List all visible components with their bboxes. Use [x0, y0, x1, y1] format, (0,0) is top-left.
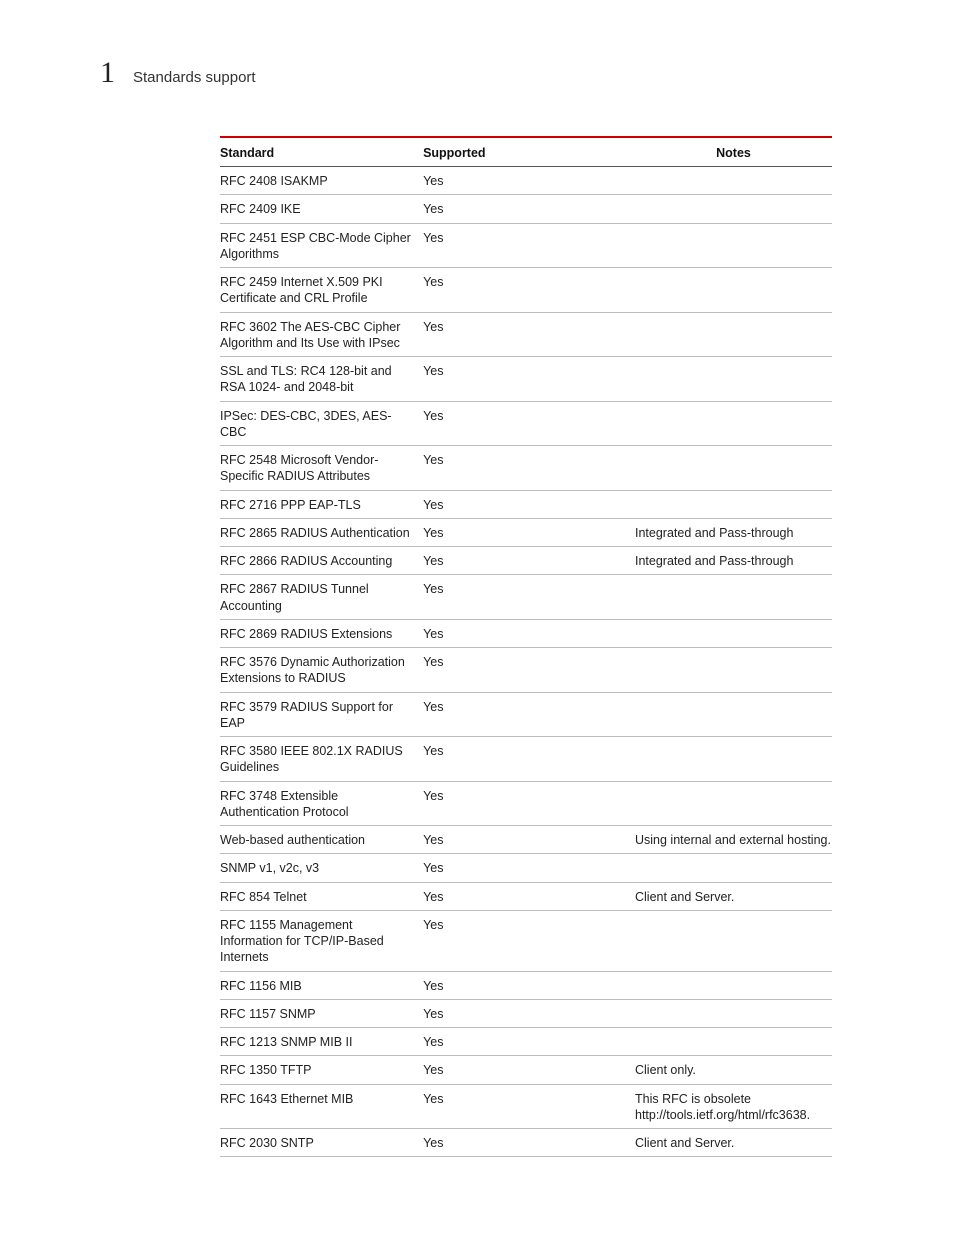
- table-row: SSL and TLS: RC4 128-bit and RSA 1024- a…: [220, 357, 832, 402]
- cell-standard: RFC 1155 Management Information for TCP/…: [220, 917, 423, 966]
- table-row: RFC 854 TelnetYesClient and Server.: [220, 883, 832, 911]
- cell-standard: RFC 2030 SNTP: [220, 1135, 423, 1151]
- cell-supported: Yes: [423, 319, 635, 335]
- cell-notes: Integrated and Pass-through: [635, 525, 832, 541]
- cell-supported: Yes: [423, 1006, 635, 1022]
- cell-supported: Yes: [423, 1135, 635, 1151]
- cell-standard: RFC 2867 RADIUS Tunnel Accounting: [220, 581, 423, 614]
- cell-supported: Yes: [423, 788, 635, 804]
- table-row: RFC 2866 RADIUS AccountingYesIntegrated …: [220, 547, 832, 575]
- table-row: RFC 3580 IEEE 802.1X RADIUS GuidelinesYe…: [220, 737, 832, 782]
- cell-standard: RFC 1643 Ethernet MIB: [220, 1091, 423, 1107]
- table-row: RFC 2865 RADIUS AuthenticationYesIntegra…: [220, 519, 832, 547]
- cell-supported: Yes: [423, 230, 635, 246]
- cell-supported: Yes: [423, 1034, 635, 1050]
- table-row: RFC 2867 RADIUS Tunnel AccountingYes: [220, 575, 832, 620]
- cell-standard: RFC 1350 TFTP: [220, 1062, 423, 1078]
- table-row: RFC 1157 SNMPYes: [220, 1000, 832, 1028]
- table-row: RFC 3748 Extensible Authentication Proto…: [220, 782, 832, 827]
- table-row: RFC 1643 Ethernet MIBYesThis RFC is obso…: [220, 1085, 832, 1130]
- table-row: RFC 3602 The AES-CBC Cipher Algorithm an…: [220, 313, 832, 358]
- table-row: RFC 1213 SNMP MIB IIYes: [220, 1028, 832, 1056]
- cell-notes: Client and Server.: [635, 889, 832, 905]
- table-row: SNMP v1, v2c, v3Yes: [220, 854, 832, 882]
- cell-standard: RFC 854 Telnet: [220, 889, 423, 905]
- cell-supported: Yes: [423, 1091, 635, 1107]
- table-row: RFC 2716 PPP EAP-TLSYes: [220, 491, 832, 519]
- cell-supported: Yes: [423, 408, 635, 424]
- cell-standard: RFC 2459 Internet X.509 PKI Certificate …: [220, 274, 423, 307]
- table-header-row: Standard Supported Notes: [220, 138, 832, 167]
- column-header-standard: Standard: [220, 146, 423, 160]
- cell-standard: RFC 2869 RADIUS Extensions: [220, 626, 423, 642]
- cell-supported: Yes: [423, 889, 635, 905]
- cell-standard: RFC 1156 MIB: [220, 978, 423, 994]
- cell-standard: RFC 2866 RADIUS Accounting: [220, 553, 423, 569]
- table-row: RFC 2409 IKEYes: [220, 195, 832, 223]
- cell-standard: RFC 1157 SNMP: [220, 1006, 423, 1022]
- cell-standard: RFC 2865 RADIUS Authentication: [220, 525, 423, 541]
- table-row: RFC 2030 SNTPYesClient and Server.: [220, 1129, 832, 1157]
- cell-notes: Client only.: [635, 1062, 832, 1078]
- cell-standard: RFC 3748 Extensible Authentication Proto…: [220, 788, 423, 821]
- table-row: RFC 2408 ISAKMPYes: [220, 167, 832, 195]
- cell-supported: Yes: [423, 553, 635, 569]
- cell-supported: Yes: [423, 173, 635, 189]
- table-row: RFC 1350 TFTPYesClient only.: [220, 1056, 832, 1084]
- table-row: RFC 2451 ESP CBC-Mode Cipher AlgorithmsY…: [220, 224, 832, 269]
- cell-notes: Client and Server.: [635, 1135, 832, 1151]
- cell-supported: Yes: [423, 978, 635, 994]
- cell-standard: RFC 3580 IEEE 802.1X RADIUS Guidelines: [220, 743, 423, 776]
- chapter-number: 1: [100, 56, 115, 90]
- page-header: 1 Standards support: [100, 56, 854, 90]
- table-row: RFC 2459 Internet X.509 PKI Certificate …: [220, 268, 832, 313]
- cell-notes: This RFC is obsolete http://tools.ietf.o…: [635, 1091, 832, 1124]
- cell-standard: SSL and TLS: RC4 128-bit and RSA 1024- a…: [220, 363, 423, 396]
- table-row: RFC 3579 RADIUS Support for EAPYes: [220, 693, 832, 738]
- cell-supported: Yes: [423, 525, 635, 541]
- cell-standard: RFC 2451 ESP CBC-Mode Cipher Algorithms: [220, 230, 423, 263]
- cell-standard: RFC 2716 PPP EAP-TLS: [220, 497, 423, 513]
- cell-standard: IPSec: DES-CBC, 3DES, AES-CBC: [220, 408, 423, 441]
- page-title: Standards support: [133, 69, 256, 86]
- cell-standard: SNMP v1, v2c, v3: [220, 860, 423, 876]
- table-row: RFC 1155 Management Information for TCP/…: [220, 911, 832, 972]
- cell-supported: Yes: [423, 860, 635, 876]
- table-body: RFC 2408 ISAKMPYesRFC 2409 IKEYesRFC 245…: [220, 167, 832, 1157]
- cell-supported: Yes: [423, 1062, 635, 1078]
- cell-supported: Yes: [423, 201, 635, 217]
- column-header-notes: Notes: [635, 146, 832, 160]
- cell-supported: Yes: [423, 699, 635, 715]
- document-page: 1 Standards support Standard Supported N…: [0, 0, 954, 1237]
- cell-notes: Integrated and Pass-through: [635, 553, 832, 569]
- table-row: RFC 2869 RADIUS ExtensionsYes: [220, 620, 832, 648]
- cell-supported: Yes: [423, 743, 635, 759]
- table-row: IPSec: DES-CBC, 3DES, AES-CBCYes: [220, 402, 832, 447]
- cell-supported: Yes: [423, 497, 635, 513]
- cell-supported: Yes: [423, 363, 635, 379]
- cell-standard: RFC 2408 ISAKMP: [220, 173, 423, 189]
- cell-standard: RFC 3602 The AES-CBC Cipher Algorithm an…: [220, 319, 423, 352]
- table-row: RFC 2548 Microsoft Vendor-Specific RADIU…: [220, 446, 832, 491]
- cell-supported: Yes: [423, 654, 635, 670]
- cell-standard: RFC 2409 IKE: [220, 201, 423, 217]
- cell-notes: Using internal and external hosting.: [635, 832, 832, 848]
- cell-supported: Yes: [423, 452, 635, 468]
- table-row: RFC 1156 MIBYes: [220, 972, 832, 1000]
- cell-supported: Yes: [423, 832, 635, 848]
- standards-table: Standard Supported Notes RFC 2408 ISAKMP…: [220, 136, 832, 1157]
- cell-standard: RFC 3576 Dynamic Authorization Extension…: [220, 654, 423, 687]
- cell-standard: RFC 3579 RADIUS Support for EAP: [220, 699, 423, 732]
- table-row: RFC 3576 Dynamic Authorization Extension…: [220, 648, 832, 693]
- table-row: Web-based authenticationYesUsing interna…: [220, 826, 832, 854]
- cell-supported: Yes: [423, 274, 635, 290]
- cell-standard: Web-based authentication: [220, 832, 423, 848]
- cell-supported: Yes: [423, 917, 635, 933]
- column-header-supported: Supported: [423, 146, 635, 160]
- cell-supported: Yes: [423, 626, 635, 642]
- cell-supported: Yes: [423, 581, 635, 597]
- cell-standard: RFC 1213 SNMP MIB II: [220, 1034, 423, 1050]
- cell-standard: RFC 2548 Microsoft Vendor-Specific RADIU…: [220, 452, 423, 485]
